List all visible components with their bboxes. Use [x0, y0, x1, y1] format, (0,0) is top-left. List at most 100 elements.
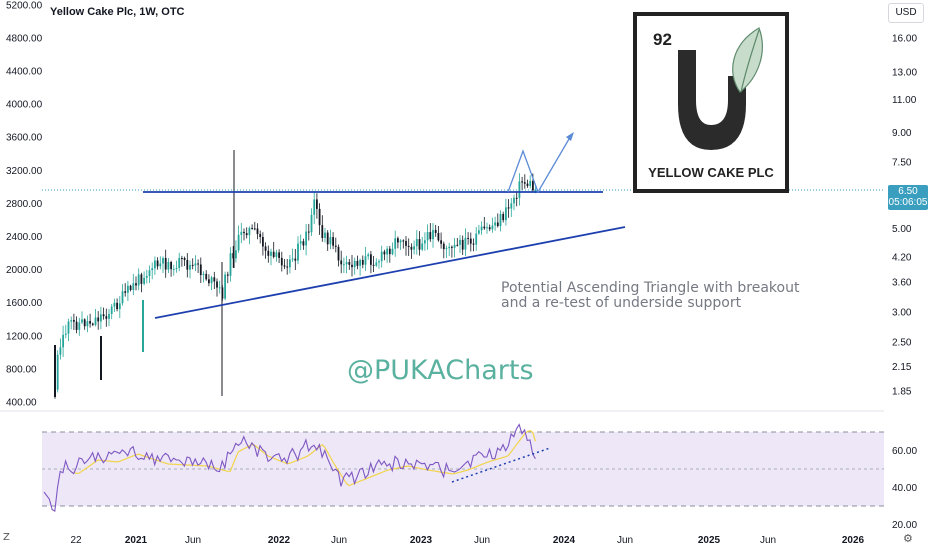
candle-body — [70, 320, 73, 322]
right-axis-tick: 13.00 — [892, 68, 917, 79]
rsi-axis: 20.00 40.00 60.00 — [892, 446, 917, 531]
candle-body — [326, 232, 329, 245]
candle-body — [127, 285, 129, 293]
price-axis-left: 400.00 800.00 1200.00 1600.00 2000.00 2400.00… — [6, 0, 43, 408]
left-axis-tick: 2400.00 — [6, 232, 43, 243]
candle-body — [272, 251, 275, 257]
time-axis-tick: Jun — [760, 535, 776, 546]
candle-body — [154, 260, 156, 269]
candle-body — [310, 214, 313, 233]
candle-body — [388, 248, 391, 255]
candle-body — [383, 251, 386, 255]
zoom-icon[interactable]: Z — [3, 532, 10, 543]
candle-body — [205, 273, 208, 280]
time-axis-tick: 2025 — [698, 535, 721, 546]
candle-body — [448, 246, 451, 249]
candle-body — [413, 246, 415, 250]
candle-body — [467, 237, 469, 239]
candle-body — [240, 231, 243, 235]
candle-body — [421, 243, 424, 250]
candle-body — [451, 246, 453, 248]
currency-button[interactable]: USD — [888, 3, 924, 23]
candle-body — [410, 246, 413, 250]
time-axis-tick: Jun — [331, 535, 347, 546]
left-axis-tick: 4800.00 — [6, 33, 43, 44]
candle-body — [302, 241, 305, 246]
candle-body — [286, 266, 289, 268]
candle-body — [259, 233, 262, 238]
candle-body — [399, 240, 402, 243]
candle-body — [181, 257, 183, 259]
candle-body — [199, 264, 202, 276]
candle-body — [340, 260, 343, 265]
candle-body — [351, 264, 353, 268]
candle-body — [81, 319, 83, 323]
candle-body — [453, 244, 456, 248]
candle-body — [483, 226, 486, 229]
candle-body — [391, 248, 394, 255]
candle-body — [67, 321, 70, 334]
candle-body — [178, 257, 181, 269]
candle-body — [367, 254, 370, 257]
logo-number: 92 — [653, 30, 672, 49]
time-axis-tick: Jun — [474, 535, 490, 546]
candle-body — [480, 226, 483, 231]
projection-arrowhead — [566, 132, 574, 141]
candle-body — [316, 199, 318, 209]
candle-body — [359, 259, 361, 266]
candle-body — [164, 258, 167, 270]
candle-body — [313, 199, 316, 215]
candle-body — [105, 316, 108, 319]
candle-body — [415, 239, 418, 247]
rsi-panel — [42, 423, 884, 513]
candle-body — [64, 333, 67, 335]
candle-body — [361, 259, 364, 265]
candle-body — [461, 239, 464, 250]
candle-body — [456, 244, 459, 246]
left-axis-tick: 1600.00 — [6, 298, 43, 309]
candle-body — [445, 248, 448, 250]
candle-body — [332, 237, 334, 246]
pattern-note-line2: and a re-test of underside support — [501, 295, 742, 311]
candle-body — [434, 229, 437, 233]
candle-body — [353, 260, 356, 268]
candle-body — [170, 262, 172, 270]
candle-body — [337, 246, 340, 261]
candle-body — [424, 240, 426, 244]
candle-body — [143, 277, 145, 284]
candle-body — [83, 319, 86, 327]
left-axis-tick: 3200.00 — [6, 166, 43, 177]
candle-body — [210, 277, 213, 284]
candle-body — [472, 243, 475, 245]
candle-body — [510, 203, 513, 209]
settings-gear-icon[interactable]: ⚙ — [903, 532, 913, 545]
right-axis-tick: 7.50 — [892, 158, 912, 169]
candle-body — [440, 240, 442, 244]
time-axis: 22 2021 Jun 2022 Jun 2023 Jun 2024 Jun 2025 Jun 202… — [70, 535, 864, 546]
candle-body — [488, 227, 491, 230]
candle-body — [175, 268, 178, 270]
candle-body — [299, 241, 302, 244]
candle-body — [378, 261, 380, 263]
candle-body — [278, 252, 280, 258]
candle-body — [507, 207, 510, 209]
candle-body — [345, 262, 348, 265]
candle-body — [224, 274, 226, 299]
candle-body — [191, 264, 194, 266]
candle-body — [486, 227, 488, 229]
candle-body — [318, 208, 321, 226]
candle-body — [329, 237, 332, 245]
rsi-axis-tick: 40.00 — [892, 483, 917, 494]
candle-body — [494, 222, 496, 226]
candle-body — [262, 237, 264, 247]
candle-body — [113, 302, 116, 307]
time-axis-tick: Jun — [617, 535, 633, 546]
candle-body — [280, 257, 283, 266]
candle-body — [232, 253, 235, 259]
candle-body — [380, 251, 383, 262]
left-axis-tick: 1200.00 — [6, 331, 43, 342]
candle-body — [289, 259, 291, 268]
candle-body — [189, 264, 191, 270]
logo-name: YELLOW CAKE PLC — [648, 165, 774, 180]
candle-body — [532, 180, 534, 191]
